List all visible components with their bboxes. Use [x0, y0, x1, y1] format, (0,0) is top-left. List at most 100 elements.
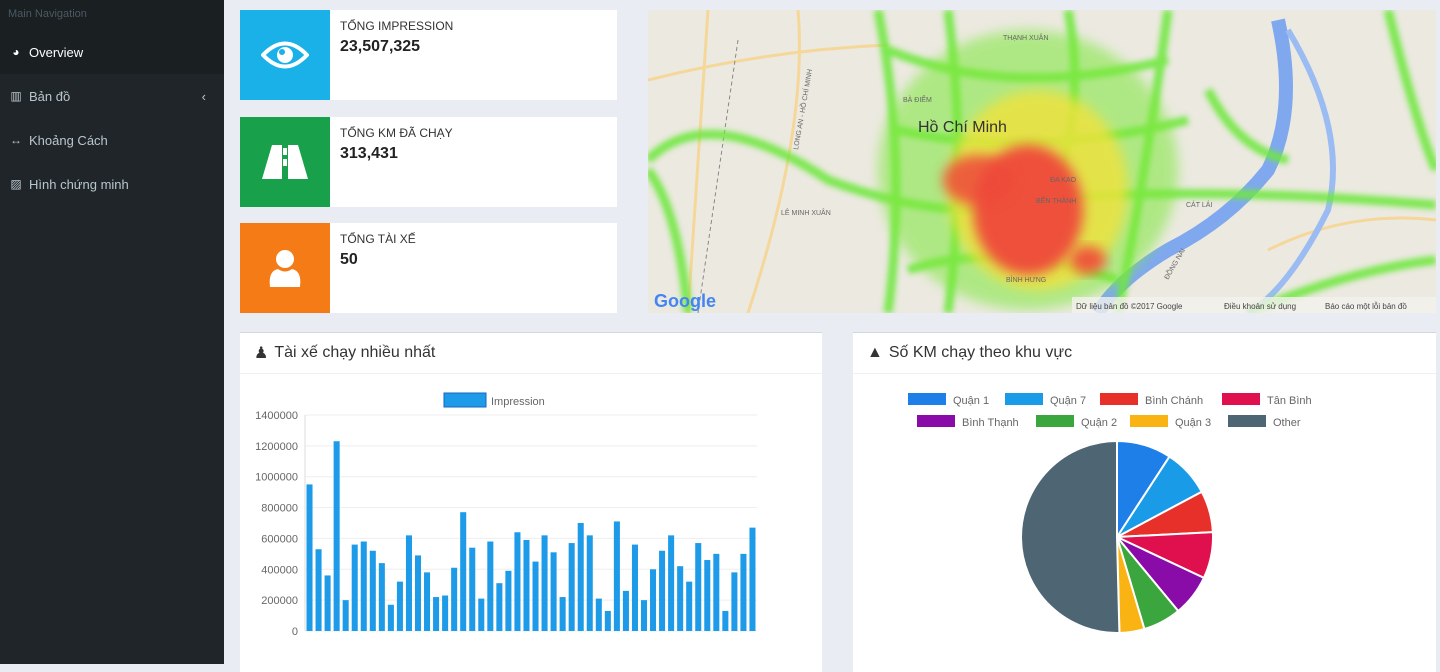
sidebar-item-label: Bản đồ	[29, 88, 71, 104]
legend-swatch	[1005, 393, 1043, 405]
stat-label: Tổng tài xế	[340, 232, 416, 246]
legend-swatch	[1036, 415, 1074, 427]
bar	[523, 539, 530, 631]
y-tick-label: 1400000	[255, 410, 298, 422]
bar	[496, 583, 503, 631]
map-place-label: BÌNH HƯNG	[1006, 275, 1046, 284]
sidebar-item-label: Khoảng Cách	[29, 132, 108, 148]
bar	[577, 523, 584, 631]
map-data-attribution: Dữ liệu bản đồ ©2017 Google	[1076, 302, 1183, 311]
stat-label: Tổng Impression	[340, 19, 454, 33]
legend-swatch	[1228, 415, 1266, 427]
user-icon	[240, 223, 330, 313]
bar	[351, 544, 358, 631]
bar	[442, 595, 449, 631]
bar	[414, 555, 422, 631]
bar	[369, 550, 376, 631]
sidebar-item-distance[interactable]: ↔ Khoảng Cách	[0, 118, 224, 162]
road-icon: ▲	[867, 344, 883, 361]
legend-swatch	[1130, 415, 1168, 427]
legend-label: Quận 3	[1175, 417, 1211, 429]
legend-label: Quận 7	[1050, 395, 1086, 407]
legend-label: Tân Bình	[1267, 395, 1312, 407]
y-tick-label: 0	[292, 626, 298, 638]
bar	[396, 581, 403, 631]
heatmap-map[interactable]: Hồ Chí Minh THẠNH XUÂN BÀ ĐIỂM LÊ MINH X…	[648, 10, 1436, 313]
legend-label: Quận 1	[953, 395, 989, 407]
bar	[306, 484, 313, 631]
bar	[704, 560, 711, 631]
bar	[559, 597, 566, 631]
y-tick-label: 800000	[261, 503, 298, 515]
map-place-label: ĐA KAO	[1050, 177, 1077, 184]
legend-swatch	[1100, 393, 1138, 405]
bar	[378, 563, 385, 631]
map-city-label: Hồ Chí Minh	[918, 119, 1007, 136]
stat-value: 23,507,325	[340, 38, 421, 55]
nav-header: Main Navigation	[0, 0, 224, 30]
bar	[387, 604, 394, 631]
legend-swatch	[443, 392, 487, 408]
bar	[695, 543, 702, 631]
panel-title: Số KM chạy theo khu vực	[888, 344, 1073, 361]
y-tick-label: 400000	[261, 564, 298, 576]
sidebar: Main Navigation ◕ Overview ▥ Bản đồ ‹ ↔ Khoả…	[0, 0, 224, 664]
bar	[677, 566, 684, 631]
bar	[613, 521, 620, 631]
legend-swatch	[1222, 393, 1260, 405]
map-place-label: THẠNH XUÂN	[1003, 33, 1049, 42]
y-tick-label: 1200000	[255, 441, 298, 453]
map-icon: ▥	[10, 89, 22, 103]
sidebar-item-label: Hình chứng minh	[29, 176, 129, 192]
bar	[740, 553, 747, 631]
bar	[478, 598, 485, 631]
map-report-link[interactable]: Báo cáo một lỗi bản đồ	[1325, 302, 1407, 311]
panel-title: Tài xế chạy nhiều nhất	[274, 344, 436, 361]
user-icon: ♟	[254, 345, 269, 362]
sidebar-item-label: Overview	[29, 44, 84, 60]
arrows-h-icon: ↔	[10, 133, 22, 147]
stat-label: Tổng KM đã chạy	[340, 126, 453, 140]
legend-swatch	[908, 393, 946, 405]
map-terms-link[interactable]: Điều khoản sử dụng	[1224, 302, 1296, 311]
road-icon	[240, 117, 330, 207]
stat-box-km: Tổng KM đã chạy 313,431	[240, 117, 617, 207]
map-place-label: LÊ MINH XUÂN	[781, 208, 831, 217]
legend-label: Bình Chánh	[1145, 395, 1203, 407]
picture-icon: ▨	[10, 177, 22, 191]
bar	[460, 512, 467, 631]
legend-label: Bình Thạnh	[962, 417, 1019, 429]
bar	[686, 581, 693, 631]
map-place-label: BẾN THÀNH	[1036, 195, 1076, 205]
bar	[631, 544, 638, 631]
bar	[514, 532, 521, 631]
sidebar-item-overview[interactable]: ◕ Overview	[0, 30, 224, 74]
y-tick-label: 600000	[261, 533, 298, 545]
bar	[532, 561, 539, 631]
bar	[568, 543, 575, 631]
map-place-label: CÁT LÁI	[1186, 200, 1212, 209]
bar	[586, 535, 593, 631]
bar	[424, 572, 431, 631]
chevron-left-icon: ‹	[201, 88, 206, 104]
bar	[541, 535, 548, 631]
y-tick-label: 200000	[261, 595, 298, 607]
map-place-label: BÀ ĐIỂM	[903, 95, 932, 104]
bar	[315, 549, 322, 631]
bar	[713, 553, 720, 631]
bar	[505, 570, 512, 631]
bar	[433, 597, 440, 631]
bar	[668, 535, 675, 631]
legend-label: Quận 2	[1081, 417, 1117, 429]
sidebar-item-map[interactable]: ▥ Bản đồ ‹	[0, 74, 224, 118]
bar	[487, 541, 494, 631]
bar	[324, 575, 331, 631]
bar	[342, 600, 349, 631]
legend-swatch	[917, 415, 955, 427]
bar	[550, 552, 557, 631]
bar	[333, 441, 340, 631]
stat-box-impression: Tổng Impression 23,507,325	[240, 10, 617, 100]
bar	[451, 567, 458, 631]
sidebar-item-photos[interactable]: ▨ Hình chứng minh	[0, 162, 224, 206]
bar	[722, 610, 729, 631]
